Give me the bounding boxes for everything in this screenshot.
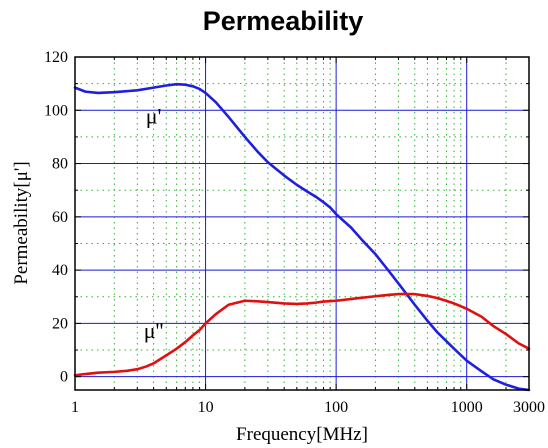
series-label-mu-prime: μ' [146,104,162,129]
y-tick-label: 0 [60,369,68,386]
axis-ticks [74,56,530,390]
series-line-mu-double-prime [73,292,531,377]
y-axis-label: Permeability[μ'] [11,161,32,284]
y-tick-label: 120 [44,49,68,66]
axis-tick-labels: 1 10 100 1000 3000 0 20 40 60 80 100 120 [44,49,545,416]
x-tick-label: 100 [324,399,348,416]
x-tick-label: 1 [71,399,79,416]
y-tick-label: 100 [44,102,68,119]
series-label-mu-double-prime: μ'' [144,318,164,343]
y-tick-label: 60 [52,209,68,226]
series-layer [73,82,531,392]
minor-grid [75,57,530,390]
y-tick-label: 20 [52,315,68,332]
x-tick-label: 10 [198,399,214,416]
series-line-mu-prime [73,82,531,392]
x-axis-label: Frequency[MHz] [236,424,368,445]
x-tick-label: 3000 [513,399,545,416]
plot-frame [74,56,530,391]
y-tick-label: 80 [52,156,68,173]
y-tick-label: 40 [52,262,68,279]
major-grid [75,57,529,390]
x-tick-label: 1000 [451,399,483,416]
series-annotations: μ' μ'' [144,104,164,343]
chart-title: Permeability [203,6,364,36]
